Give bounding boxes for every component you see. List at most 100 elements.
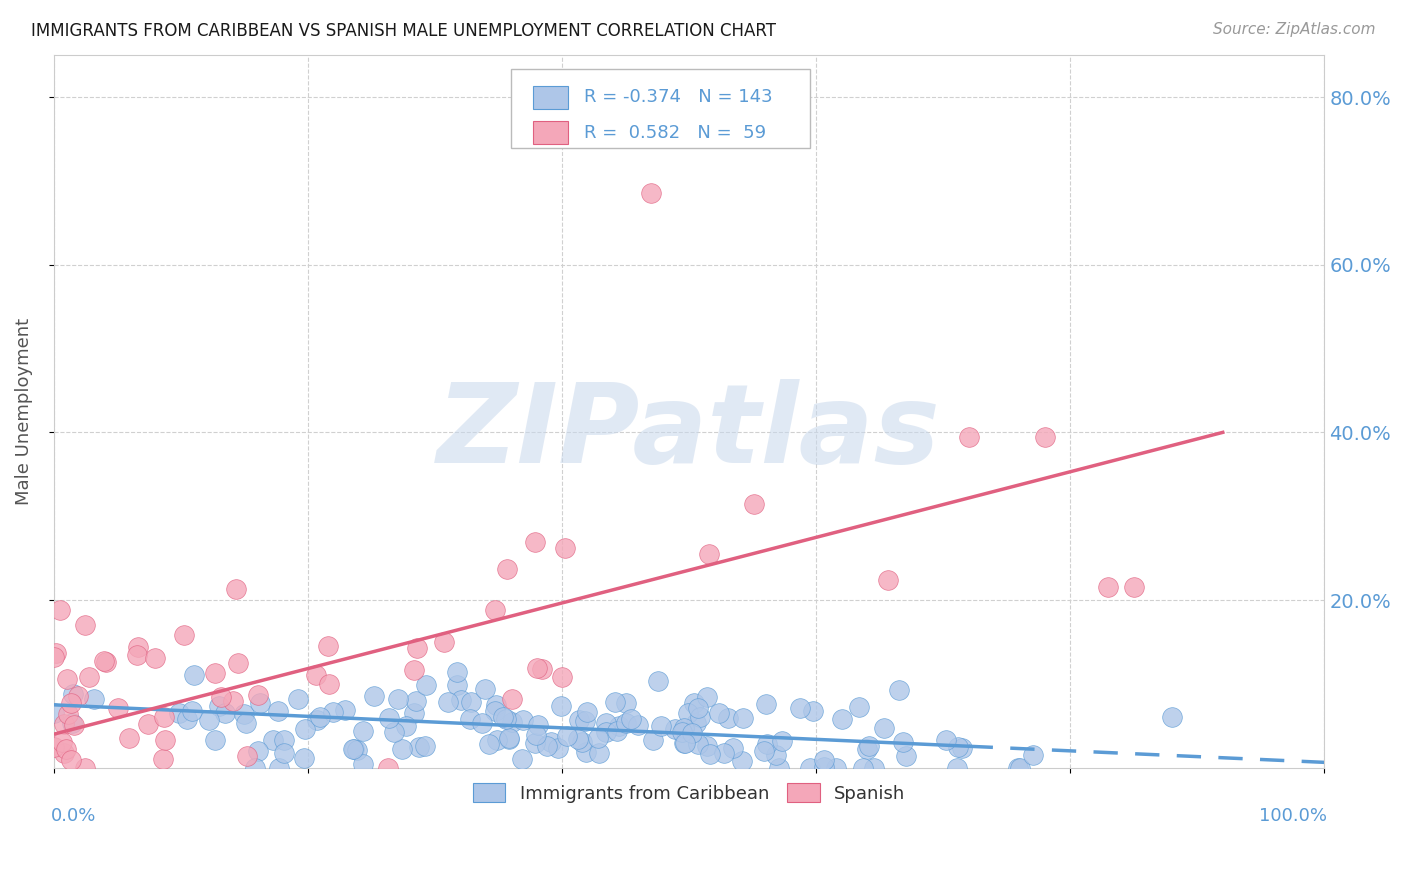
Point: [891, 735, 914, 749]
Point: [627, 718, 650, 732]
Point: [245, 761, 267, 775]
Point: [813, 753, 835, 767]
Point: [742, 497, 765, 511]
Point: [689, 710, 711, 724]
Point: [273, 733, 295, 747]
Point: [756, 737, 779, 751]
Point: [83, 692, 105, 706]
Point: [574, 714, 596, 729]
Point: [672, 721, 695, 735]
Point: [731, 754, 754, 768]
Point: [152, 710, 174, 724]
Point: [550, 698, 572, 713]
Point: [333, 703, 356, 717]
Point: [42, 650, 65, 665]
Point: [526, 660, 548, 674]
Point: [673, 736, 696, 750]
Point: [496, 562, 519, 576]
Point: [681, 726, 703, 740]
Point: [75, 761, 97, 775]
Point: [478, 737, 501, 751]
Point: [316, 639, 339, 653]
Point: [685, 715, 707, 730]
Point: [225, 582, 247, 596]
Point: [53, 716, 76, 731]
Point: [63, 717, 86, 731]
Point: [183, 668, 205, 682]
Point: [55, 741, 77, 756]
Point: [801, 705, 824, 719]
Point: [723, 741, 745, 756]
Point: [770, 734, 793, 748]
Point: [536, 739, 558, 754]
Point: [118, 731, 141, 745]
Point: [204, 666, 226, 681]
Point: [155, 732, 177, 747]
Point: [56, 707, 79, 722]
Point: [768, 761, 790, 775]
Point: [209, 690, 232, 705]
Point: [495, 712, 517, 726]
Point: [307, 713, 329, 727]
Point: [789, 701, 811, 715]
Point: [342, 742, 364, 756]
Text: R =  0.582   N =  59: R = 0.582 N = 59: [583, 124, 766, 142]
Legend: Immigrants from Caribbean, Spanish: Immigrants from Caribbean, Spanish: [465, 776, 912, 810]
Point: [945, 761, 967, 775]
Point: [697, 547, 720, 561]
Point: [673, 736, 696, 750]
Point: [523, 534, 546, 549]
Point: [733, 711, 755, 725]
Point: [524, 728, 547, 742]
Point: [852, 761, 875, 775]
Point: [474, 682, 496, 697]
Point: [485, 733, 508, 747]
Point: [226, 657, 249, 671]
Point: [894, 748, 917, 763]
Point: [305, 668, 328, 682]
Point: [950, 740, 973, 755]
Point: [607, 719, 630, 733]
Point: [394, 719, 416, 733]
Point: [67, 689, 90, 703]
Point: [1097, 581, 1119, 595]
Point: [308, 710, 330, 724]
Point: [686, 701, 709, 715]
Point: [1022, 747, 1045, 762]
Point: [406, 641, 429, 656]
Point: [863, 761, 886, 775]
Point: [450, 692, 472, 706]
Point: [208, 698, 231, 713]
Text: R = -0.374   N = 143: R = -0.374 N = 143: [583, 88, 772, 106]
Point: [484, 704, 506, 718]
Point: [471, 716, 494, 731]
Point: [696, 739, 718, 753]
Point: [107, 701, 129, 715]
Point: [813, 760, 835, 774]
Point: [235, 716, 257, 731]
Point: [957, 429, 980, 443]
Point: [294, 723, 316, 737]
Point: [707, 706, 730, 720]
Point: [510, 752, 533, 766]
Point: [831, 712, 853, 726]
Point: [640, 186, 662, 201]
Point: [352, 724, 374, 739]
Point: [876, 573, 898, 587]
Point: [524, 736, 547, 750]
Point: [1122, 581, 1144, 595]
Point: [382, 725, 405, 739]
Point: [603, 695, 626, 709]
Point: [873, 721, 896, 735]
Point: [530, 662, 553, 676]
Point: [343, 741, 366, 756]
Point: [415, 678, 437, 692]
Point: [413, 739, 436, 753]
Point: [405, 694, 427, 708]
Point: [458, 712, 481, 726]
Point: [620, 712, 643, 726]
Point: [60, 715, 83, 730]
Point: [42, 739, 65, 754]
Point: [498, 731, 520, 746]
Point: [554, 541, 576, 556]
